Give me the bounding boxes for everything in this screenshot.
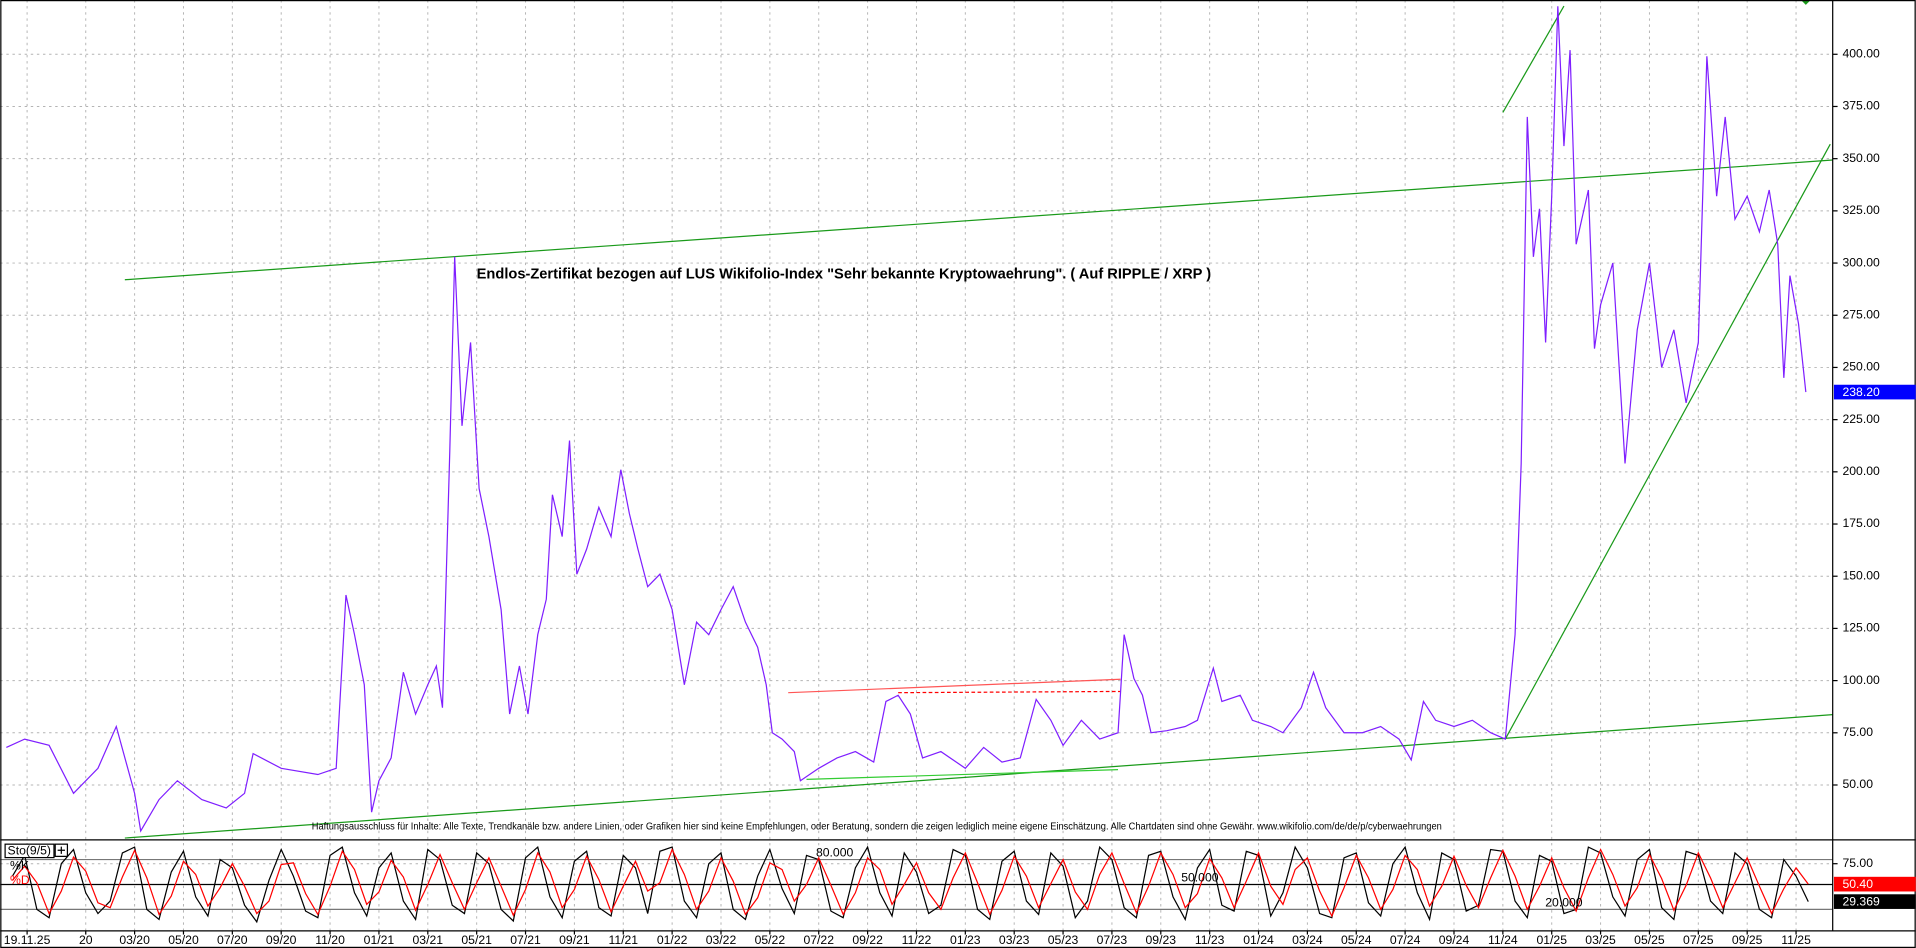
- x-tick-label: 05/21: [461, 933, 492, 947]
- x-tick-label: 07/24: [1390, 933, 1421, 947]
- x-tick-label: 11/21: [608, 933, 638, 947]
- x-tick-label: 01/24: [1243, 933, 1274, 947]
- x-tick-label: 11/25: [1781, 933, 1811, 947]
- x-tick-label: 07/23: [1097, 933, 1128, 947]
- x-tick-label: 05/24: [1341, 933, 1372, 947]
- y-tick-label: 375.00: [1842, 99, 1880, 113]
- x-tick-label: 09/20: [266, 933, 297, 947]
- x-tick-label: 05/20: [168, 933, 199, 947]
- y-tick-label: 75.00: [1842, 856, 1873, 870]
- x-tick-label: 03/22: [706, 933, 737, 947]
- x-tick-label: 19.11.25: [4, 933, 51, 947]
- x-tick-label: 09/21: [559, 933, 590, 947]
- plus-icon: [57, 846, 65, 854]
- trend-line: [124, 159, 1833, 281]
- x-tick-label: 07/20: [217, 933, 248, 947]
- x-tick-label: 01/23: [950, 933, 981, 947]
- y-tick-label: 50.00: [1842, 777, 1873, 791]
- last-value-label: 50.40: [1842, 877, 1873, 891]
- x-tick-label: 01/21: [364, 933, 395, 947]
- x-tick-label: 09/25: [1732, 933, 1763, 947]
- series-line: [11, 847, 1809, 918]
- y-tick-label: 300.00: [1842, 255, 1880, 269]
- x-tick-label: 01/22: [657, 933, 688, 947]
- legend-label: %D: [10, 873, 30, 887]
- x-tick-label: 03/24: [1292, 933, 1323, 947]
- trend-line: [898, 690, 1121, 694]
- x-tick-label: 09/22: [852, 933, 883, 947]
- x-tick-label: 01/25: [1536, 933, 1567, 947]
- x-tick-label: 11/23: [1195, 933, 1225, 947]
- trend-line: [788, 678, 1121, 694]
- trend-line: [124, 714, 1833, 839]
- trend-line: [1502, 5, 1565, 113]
- last-value-box: [1833, 894, 1916, 909]
- axis-background: [1832, 0, 1916, 948]
- x-tick-label: 07/25: [1683, 933, 1714, 947]
- y-tick-label: 250.00: [1842, 360, 1880, 374]
- y-tick-label: 150.00: [1842, 568, 1880, 582]
- x-tick-label: 11/20: [315, 933, 345, 947]
- y-tick-label: 400.00: [1842, 47, 1880, 61]
- last-value-label: 29.369: [1842, 894, 1880, 908]
- trend-line: [1504, 143, 1831, 740]
- x-tick-label: 05/22: [755, 933, 786, 947]
- indicator-title: Sto(9/5): [8, 844, 51, 858]
- data-layer: [6, 6, 1809, 924]
- level-label: 80.000: [816, 846, 854, 860]
- x-tick-label: 09/24: [1439, 933, 1470, 947]
- y-tick-label: 325.00: [1842, 203, 1880, 217]
- y-tick-label: 200.00: [1842, 464, 1880, 478]
- y-tick-label: 75.00: [1842, 725, 1873, 739]
- series-line: [11, 845, 1809, 924]
- level-label: 20.000: [1545, 896, 1583, 910]
- x-tick-label: 07/21: [510, 933, 541, 947]
- y-tick-label: 100.00: [1842, 673, 1880, 687]
- chart-title: Endlos-Zertifikat bezogen auf LUS Wikifo…: [477, 267, 1212, 283]
- trend-line: [806, 769, 1119, 781]
- y-tick-label: 125.00: [1842, 621, 1880, 635]
- x-tick-label: 03/23: [999, 933, 1030, 947]
- text-layer: 50.00 75.00 100.00 125.00 150.00 175.00 200.00…: [4, 47, 1916, 947]
- x-tick-label: 05/23: [1048, 933, 1079, 947]
- last-value-label: 238.20: [1842, 385, 1880, 399]
- x-tick-label: 11/24: [1488, 933, 1518, 947]
- x-tick-label: 03/21: [413, 933, 444, 947]
- trend-lines: [124, 0, 1833, 839]
- x-tick-label: 03/20: [119, 933, 150, 947]
- x-tick-label: 09/23: [1146, 933, 1177, 947]
- x-tick-label: 05/25: [1634, 933, 1665, 947]
- y-tick-label: 275.00: [1842, 307, 1880, 321]
- last-value-box: [1833, 384, 1916, 400]
- x-tick-label: 20: [79, 933, 93, 947]
- y-tick-label: 225.00: [1842, 412, 1880, 426]
- y-tick-label: 175.00: [1842, 516, 1880, 530]
- x-tick-label: 07/22: [803, 933, 834, 947]
- indicator-box: [4, 843, 55, 859]
- legend-label: %K: [10, 858, 29, 872]
- series-line: [6, 6, 1807, 833]
- footnote: Haftungsausschluss für Inhalte: Alle Tex…: [312, 822, 1442, 833]
- last-value-box: [1833, 876, 1916, 892]
- x-tick-label: 03/25: [1585, 933, 1616, 947]
- y-tick-label: 350.00: [1842, 151, 1880, 165]
- level-label: 50.000: [1181, 871, 1219, 885]
- x-tick-label: 11/22: [902, 933, 932, 947]
